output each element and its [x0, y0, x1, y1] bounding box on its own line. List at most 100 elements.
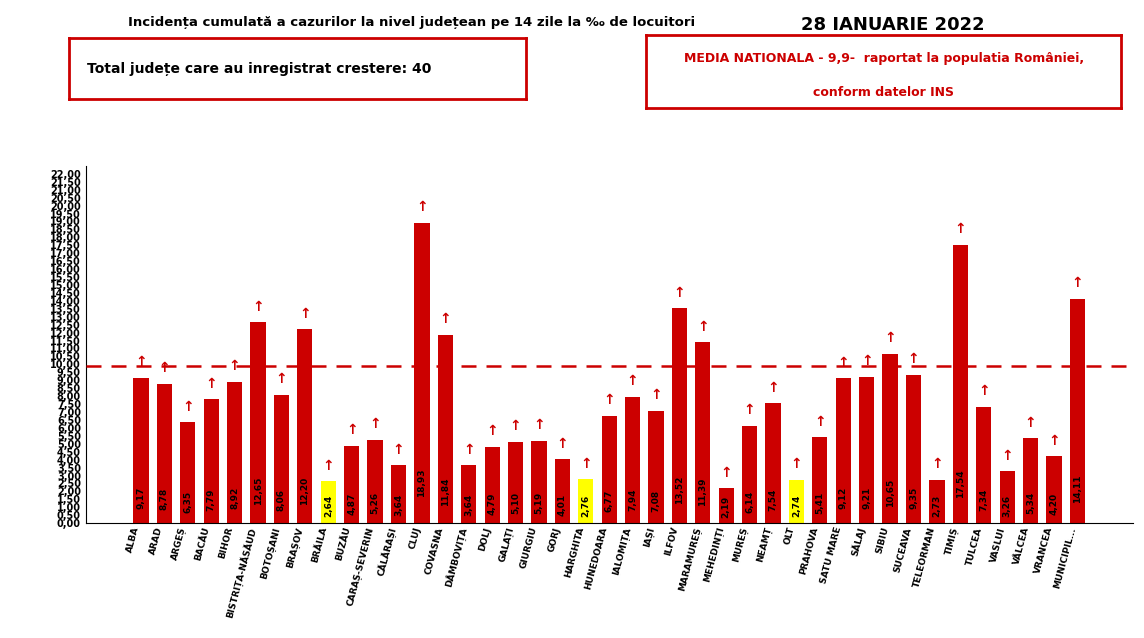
Text: ↑: ↑: [791, 457, 802, 471]
Text: MEDIA NATIONALA - 9,9-  raportat la populatia României,: MEDIA NATIONALA - 9,9- raportat la popul…: [684, 52, 1083, 65]
Bar: [461, 465, 476, 523]
Text: 9,35: 9,35: [909, 487, 917, 509]
Bar: [976, 406, 992, 523]
Bar: [625, 397, 641, 523]
Text: ↑: ↑: [697, 320, 708, 334]
Text: 9,21: 9,21: [863, 487, 872, 509]
Text: ↑: ↑: [159, 361, 170, 375]
Text: 7,08: 7,08: [651, 489, 660, 512]
Text: 14,11: 14,11: [1073, 475, 1082, 503]
Bar: [251, 322, 265, 523]
Text: ↑: ↑: [603, 393, 615, 407]
Bar: [438, 335, 453, 523]
Text: ↑: ↑: [135, 355, 146, 369]
Bar: [1070, 299, 1085, 523]
Text: 28 IANUARIE 2022: 28 IANUARIE 2022: [801, 16, 984, 34]
Text: 11,39: 11,39: [698, 478, 707, 507]
Bar: [508, 442, 523, 523]
Bar: [531, 441, 547, 523]
Text: ↑: ↑: [931, 457, 943, 471]
Text: 7,54: 7,54: [769, 489, 778, 511]
Text: ↑: ↑: [345, 423, 357, 437]
Text: 4,87: 4,87: [347, 492, 356, 515]
Text: ↑: ↑: [276, 373, 287, 387]
Bar: [929, 480, 945, 523]
Text: ↑: ↑: [182, 399, 193, 413]
Text: ↑: ↑: [323, 459, 334, 473]
Text: ↑: ↑: [650, 388, 662, 402]
Text: ↑: ↑: [1025, 415, 1036, 429]
Text: ↑: ↑: [392, 443, 404, 457]
Text: ↑: ↑: [1072, 276, 1083, 290]
Text: 6,35: 6,35: [183, 491, 192, 513]
Bar: [485, 447, 500, 523]
Text: ↑: ↑: [954, 222, 967, 236]
Text: 2,73: 2,73: [932, 495, 942, 517]
Bar: [906, 375, 921, 523]
Bar: [344, 446, 359, 523]
Bar: [812, 437, 827, 523]
Text: 3,64: 3,64: [464, 494, 474, 516]
Bar: [414, 223, 429, 523]
Bar: [320, 481, 336, 523]
Text: ↑: ↑: [533, 418, 545, 432]
Bar: [555, 459, 570, 523]
Text: 5,26: 5,26: [371, 492, 380, 514]
Text: ↑: ↑: [744, 403, 755, 417]
Text: ↑: ↑: [486, 424, 498, 438]
Bar: [367, 440, 383, 523]
Text: 4,79: 4,79: [487, 492, 496, 515]
Bar: [297, 329, 312, 523]
Text: 9,17: 9,17: [136, 487, 145, 509]
Bar: [882, 354, 898, 523]
Bar: [789, 480, 804, 523]
Text: 17,54: 17,54: [956, 470, 964, 498]
Text: 3,64: 3,64: [394, 494, 403, 516]
Bar: [718, 488, 733, 523]
Bar: [953, 244, 968, 523]
Bar: [649, 411, 664, 523]
Bar: [273, 395, 289, 523]
Bar: [1023, 438, 1038, 523]
Bar: [391, 465, 406, 523]
Text: 5,41: 5,41: [816, 492, 825, 514]
Text: ↑: ↑: [768, 381, 779, 395]
Text: ↑: ↑: [299, 307, 311, 321]
Text: 2,76: 2,76: [581, 495, 590, 517]
Bar: [578, 479, 594, 523]
Bar: [835, 378, 851, 523]
Bar: [181, 422, 196, 523]
Text: 12,65: 12,65: [254, 477, 262, 505]
Bar: [157, 383, 172, 523]
Text: 13,52: 13,52: [675, 475, 684, 503]
Text: ↑: ↑: [206, 376, 217, 390]
Bar: [602, 416, 617, 523]
Bar: [672, 309, 688, 523]
Bar: [696, 343, 710, 523]
Text: 3,26: 3,26: [1002, 494, 1011, 517]
Text: 8,92: 8,92: [230, 487, 239, 510]
Text: ↑: ↑: [1048, 434, 1059, 448]
Text: ↑: ↑: [815, 415, 826, 429]
Bar: [204, 399, 219, 523]
Text: Incidența cumulată a cazurilor la nivel județean pe 14 zile la ‰ de locuitori: Incidența cumulată a cazurilor la nivel …: [128, 16, 696, 29]
Bar: [1000, 471, 1015, 523]
Text: ↑: ↑: [463, 443, 475, 457]
Text: ↑: ↑: [370, 417, 381, 431]
Text: 11,84: 11,84: [440, 477, 450, 506]
Text: ↑: ↑: [978, 384, 990, 398]
Text: ↑: ↑: [416, 200, 428, 214]
Text: ↑: ↑: [510, 419, 522, 433]
Text: 7,34: 7,34: [979, 489, 988, 512]
Text: 6,14: 6,14: [745, 491, 754, 513]
Text: ↑: ↑: [229, 359, 240, 373]
Text: ↑: ↑: [439, 313, 451, 327]
Bar: [227, 382, 243, 523]
Text: 8,06: 8,06: [277, 489, 286, 510]
Text: 8,78: 8,78: [160, 487, 169, 510]
Bar: [765, 403, 780, 523]
Text: ↑: ↑: [252, 300, 264, 313]
Text: 4,20: 4,20: [1049, 493, 1058, 516]
Text: 5,10: 5,10: [511, 493, 521, 514]
Text: ↑: ↑: [580, 457, 591, 471]
